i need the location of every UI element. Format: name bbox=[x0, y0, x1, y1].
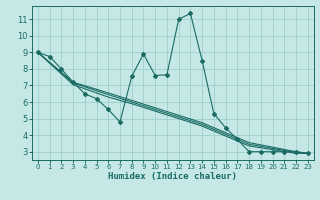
X-axis label: Humidex (Indice chaleur): Humidex (Indice chaleur) bbox=[108, 172, 237, 181]
